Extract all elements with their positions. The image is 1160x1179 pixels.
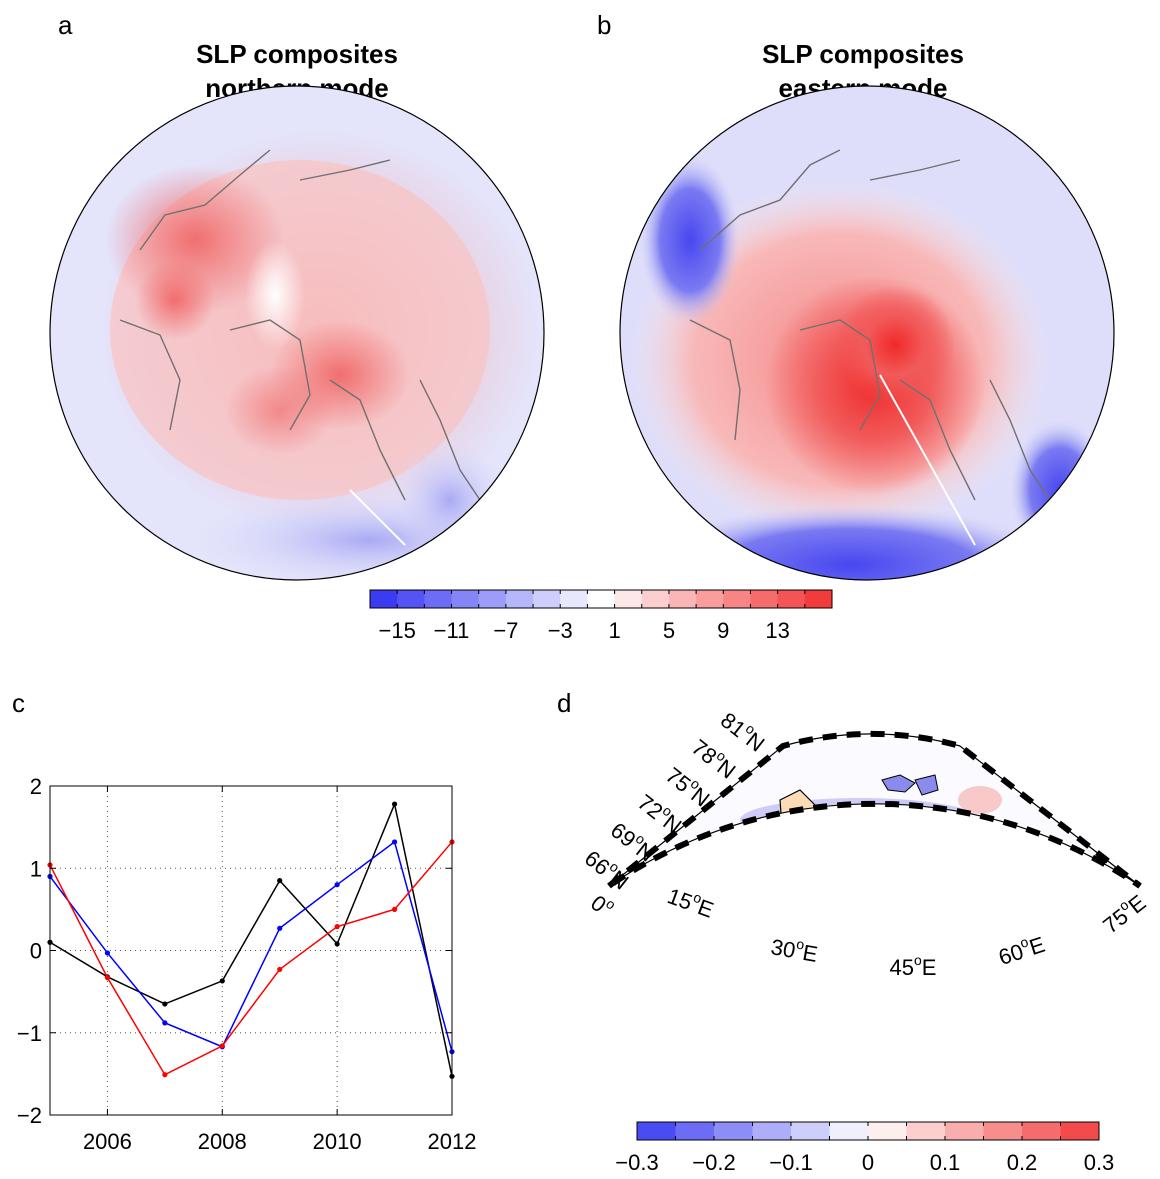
d-colorbar-swatch [868,1122,907,1140]
slp-colorbar-swatch [451,590,480,608]
d-colorbar-swatch [1022,1122,1061,1140]
map-d-coordinate-label: 60oE [995,929,1048,970]
map-d-coordinate-label: 45oE [890,952,937,980]
d-colorbar-tick-label: −0.1 [769,1150,812,1175]
slp-colorbar-tick-label: −15 [379,618,416,643]
slp-colorbar-swatch [696,590,724,608]
slp-colorbar-tick-label: −3 [548,618,573,643]
d-colorbar-tick-label: 0 [862,1150,874,1175]
chart-c-xtick-label: 2006 [83,1129,132,1154]
slp-colorbar-swatch [723,590,751,608]
d-colorbar-swatch [714,1122,753,1140]
d-colorbar-swatch [1060,1122,1100,1140]
chart-c-ytick-label: 2 [30,774,42,799]
chart-c-point [277,925,283,931]
panel-a-title-line1: SLP composites [196,39,398,69]
slp-colorbar-swatch [560,590,588,608]
map-d-coordinate-label: 0o [586,888,619,923]
d-colorbar-tick-label: −0.3 [615,1150,658,1175]
slp-colorbar-frame [369,589,833,609]
map-d-coordinate-label: 66oN [580,843,635,895]
d-colorbar-swatch [752,1122,792,1140]
d-colorbar-swatch [675,1122,715,1140]
d-colorbar-swatch [983,1122,1023,1140]
chart-c-point [277,877,283,884]
chart-c-point [334,941,340,947]
chart-c-point [277,966,283,973]
chart-c-point [391,906,398,912]
slp-colorbar-tick-label: 1 [608,618,620,643]
slp-colorbar-swatch [587,590,616,608]
chart-c-point [104,975,111,981]
slp-colorbar-tick-label: 13 [765,618,789,643]
chart-c-series-line-2 [49,841,453,1076]
slp-colorbar-swatch [614,590,643,608]
slp-colorbar-swatch [750,590,779,608]
chart-c-series-line-0 [49,801,453,1077]
slp-colorbar-swatch [804,590,833,608]
slp-colorbar-tick-label: 9 [717,618,729,643]
slp-colorbar-swatch [777,590,806,608]
panel-b-title-line1: SLP composites [762,39,964,69]
chart-c-ytick-label: 1 [30,856,42,881]
slp-colorbar-swatch [370,590,398,608]
panel-b-map [619,85,1115,581]
slp-colorbar-tick-label: −11 [434,618,470,643]
panel-d-letter: d [557,688,571,718]
d-colorbar-swatch [791,1122,830,1140]
d-colorbar-tick-label: 0.3 [1084,1150,1115,1175]
slp-colorbar-tick-label: −7 [493,618,518,643]
chart-c-series-line-1 [49,840,453,1052]
chart-c-point [162,1001,168,1007]
chart-c-point [219,1043,225,1049]
slp-colorbar-swatch [533,590,561,608]
chart-c-point [162,1072,168,1078]
d-colorbar-tick-label: 0.2 [1007,1150,1038,1175]
chart-c-point [162,1020,168,1026]
d-colorbar-swatch [829,1122,869,1140]
d-colorbar-swatch [945,1122,984,1140]
chart-c: 2006 2008 2010 2012 −2 −1 0 1 2 [17,774,477,1154]
chart-c-point [391,839,398,845]
map-d-coordinate-label: 30oE [769,931,820,967]
chart-c-xtick-label: 2012 [428,1129,477,1154]
panel-c-letter: c [12,688,25,718]
panel-a-map [49,85,545,581]
chart-c-ytick-label: 0 [30,939,42,964]
panel-b-letter: b [597,10,611,40]
map-d-coordinate-label: 75oE [1096,887,1150,938]
d-colorbar: −0.3 −0.2 −0.1 0 0.1 0.2 0.3 [615,1121,1115,1175]
chart-c-xtick-label: 2008 [198,1129,247,1154]
slp-colorbar-swatch [424,590,453,608]
d-colorbar-tick-label: 0.1 [930,1150,961,1175]
chart-c-point [334,924,340,930]
chart-c-xtick-label: 2010 [313,1129,362,1154]
panel-a-letter: a [58,10,73,40]
slp-colorbar: −15 −11 −7 −3 1 5 9 13 [369,589,833,643]
chart-c-point [219,978,225,984]
map-d-coordinate-label: 15oE [664,880,718,922]
chart-c-point [104,950,111,956]
d-colorbar-swatch [637,1122,676,1140]
chart-c-point [334,882,340,888]
slp-colorbar-swatch [641,590,670,608]
slp-colorbar-swatch [505,590,534,608]
d-colorbar-swatch [906,1122,946,1140]
d-colorbar-tick-label: −0.2 [692,1150,735,1175]
chart-c-point [391,801,398,807]
chart-c-ytick-label: −1 [17,1021,42,1046]
slp-colorbar-swatch [668,590,697,608]
chart-c-ytick-label: −2 [17,1103,42,1128]
slp-colorbar-swatch [478,590,507,608]
slp-colorbar-tick-label: 5 [663,618,675,643]
slp-colorbar-swatch [397,590,425,608]
